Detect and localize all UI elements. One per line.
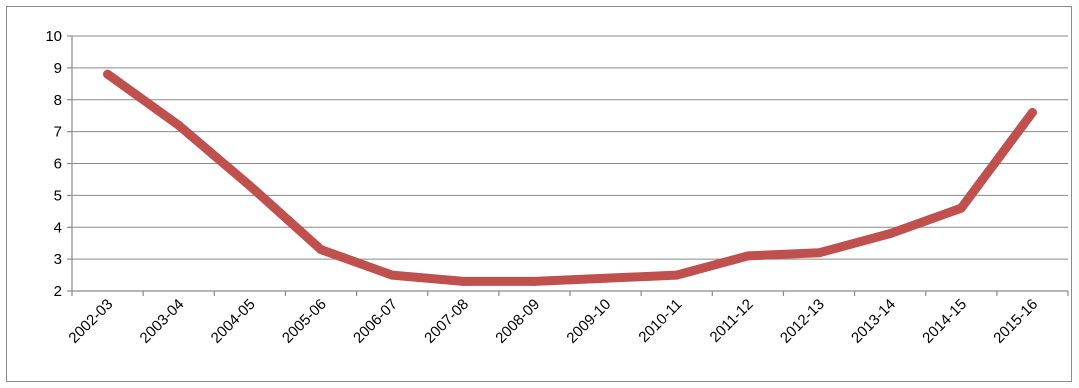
data-point-2004-05 [245,181,255,191]
data-point-2011-12 [743,251,753,261]
data-point-2013-14 [885,229,895,239]
x-tick-labels: 2002-03 2003-04 2004-05 2005-06 2006-07 2007-… [65,296,1041,347]
y-tick-label: 9 [54,60,62,77]
x-tick-label: 2005-06 [279,296,330,347]
y-tick-label: 3 [54,251,62,268]
data-point-2014-15 [956,203,966,213]
y-tick-label: 2 [54,283,62,300]
x-tick-label: 2007-08 [421,296,472,347]
data-point-2003-04 [174,120,184,130]
series-lines [103,69,1037,286]
data-point-2012-13 [814,248,824,258]
series-line-0 [103,69,1037,286]
x-tick-label: 2003-04 [137,296,188,347]
data-point-2007-08 [458,276,468,286]
y-tick-label: 6 [54,156,62,173]
data-point-2002-03 [103,69,113,79]
data-point-2006-07 [387,270,397,280]
x-tick-label: 2012-13 [777,296,828,347]
data-point-2010-11 [672,270,682,280]
data-point-2009-10 [601,273,611,283]
data-point-2008-09 [529,276,539,286]
y-tick-label: 10 [45,28,62,45]
y-tick-label: 5 [54,187,62,204]
x-tick-label: 2008-09 [492,296,543,347]
y-tick-label: 4 [54,219,62,236]
x-tick-label: 2004-05 [208,296,259,347]
y-tick-label: 7 [54,124,62,141]
y-tick-label: 8 [54,92,62,109]
data-point-2015-16 [1027,108,1037,117]
y-tick-labels: 2 3 4 5 6 7 8 9 10 [45,28,62,300]
x-tick-label: 2010-11 [635,296,685,346]
x-tick-label: 2002-03 [65,296,116,347]
x-tick-label: 2014-15 [919,296,970,347]
x-tick-label: 2013-14 [848,296,899,347]
chart-frame [6,6,1072,382]
x-tick-label: 2015-16 [990,296,1041,347]
axes [67,35,1069,296]
data-point-2005-06 [316,245,326,255]
x-tick-label: 2006-07 [350,296,401,347]
x-tick-label: 2009-10 [563,296,614,347]
x-tick-label: 2011-12 [707,296,757,346]
